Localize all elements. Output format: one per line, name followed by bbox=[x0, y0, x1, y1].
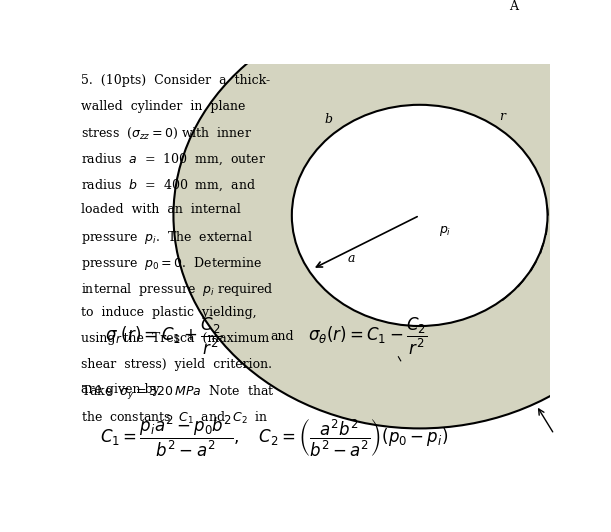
Text: A: A bbox=[508, 0, 518, 13]
Text: pressure  $p_i$.  The  external: pressure $p_i$. The external bbox=[81, 229, 253, 246]
Text: r: r bbox=[499, 110, 505, 122]
Text: $p_i$: $p_i$ bbox=[439, 223, 451, 238]
Circle shape bbox=[174, 3, 611, 428]
Text: radius  $a$  =  100  mm,  outer: radius $a$ = 100 mm, outer bbox=[81, 152, 266, 167]
Text: $\sigma_\theta(r) = C_1 - \dfrac{C_2}{r^2}$: $\sigma_\theta(r) = C_1 - \dfrac{C_2}{r^… bbox=[309, 315, 428, 357]
Text: using  the  Tresca  (maximum: using the Tresca (maximum bbox=[81, 332, 269, 345]
Circle shape bbox=[292, 105, 547, 326]
Text: to  induce  plastic  yielding,: to induce plastic yielding, bbox=[81, 306, 257, 319]
Text: pressure  $p_0 = 0$.  Determine: pressure $p_0 = 0$. Determine bbox=[81, 255, 262, 272]
Text: loaded  with  an  internal: loaded with an internal bbox=[81, 203, 241, 216]
Text: and: and bbox=[271, 330, 294, 343]
Text: a: a bbox=[348, 252, 355, 265]
Text: internal  pressure  $p_i$ required: internal pressure $p_i$ required bbox=[81, 280, 274, 297]
Text: shear  stress)  yield  criterion.: shear stress) yield criterion. bbox=[81, 358, 272, 371]
Text: b: b bbox=[324, 113, 332, 127]
Text: radius  $b$  =  400  mm,  and: radius $b$ = 400 mm, and bbox=[81, 177, 256, 193]
Text: Take  $\sigma_y = 320\,MPa$  Note  that: Take $\sigma_y = 320\,MPa$ Note that bbox=[81, 384, 275, 402]
Text: $\sigma_r(r) = C_1 + \dfrac{C_2}{r^2}$: $\sigma_r(r) = C_1 + \dfrac{C_2}{r^2}$ bbox=[105, 315, 222, 357]
Text: are given by: are given by bbox=[81, 383, 160, 396]
Text: $C_1 = \dfrac{p_i a^2 - p_0 b^2}{b^2 - a^2},\quadC_2 = \left(\dfrac{a^2 b^2}{b^2: $C_1 = \dfrac{p_i a^2 - p_0 b^2}{b^2 - a… bbox=[100, 414, 448, 459]
Text: stress  ($\sigma_{zz} = 0$) with  inner: stress ($\sigma_{zz} = 0$) with inner bbox=[81, 126, 252, 141]
Text: the  constants  $C_1$  and  $C_2$  in: the constants $C_1$ and $C_2$ in bbox=[81, 410, 269, 426]
Text: 5.  (10pts)  Consider  a  thick-: 5. (10pts) Consider a thick- bbox=[81, 74, 270, 87]
Text: walled  cylinder  in  plane: walled cylinder in plane bbox=[81, 100, 246, 113]
